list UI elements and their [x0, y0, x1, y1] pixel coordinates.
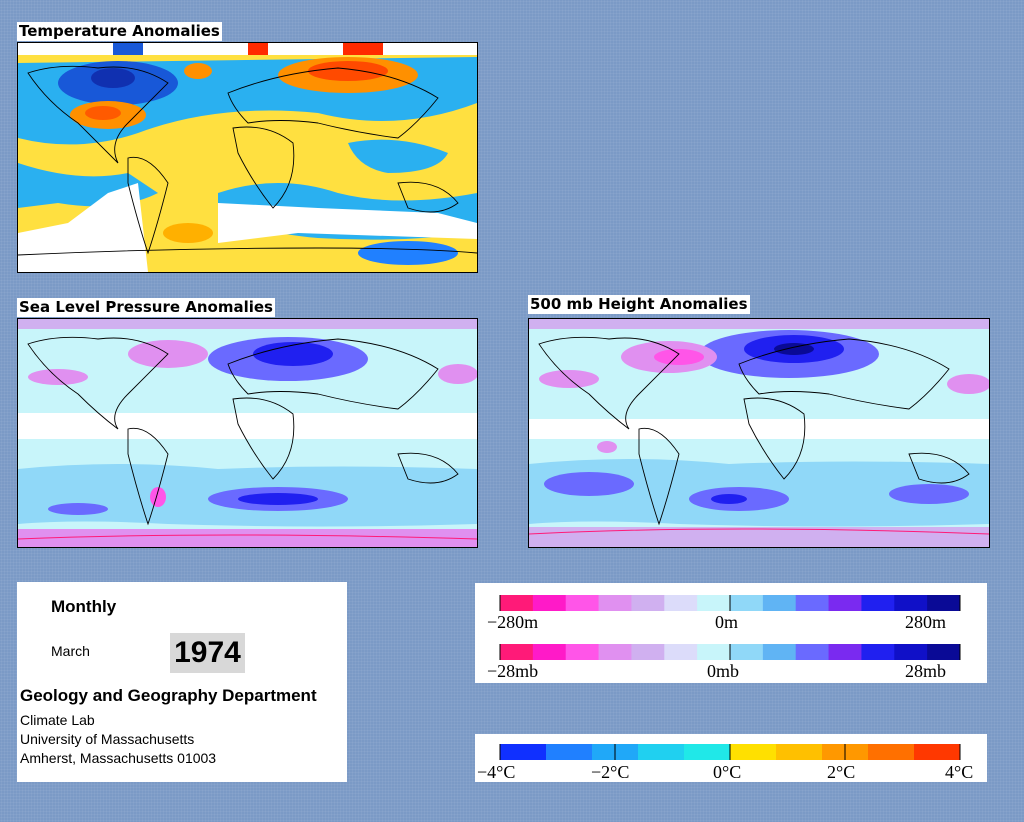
pressure-max-tick: 28mb: [905, 661, 946, 681]
colorbar-swatch: [894, 644, 928, 660]
temperature-anomaly-map: [17, 42, 478, 273]
colorbar-swatch: [795, 644, 830, 660]
slp-panel-title: Sea Level Pressure Anomalies: [17, 298, 275, 317]
colorbar-swatch: [730, 644, 764, 660]
height500-anomaly-map: [528, 318, 990, 548]
colorbar-swatch: [697, 644, 731, 660]
colorbar-swatch: [927, 644, 961, 660]
colorbar-swatch: [894, 595, 928, 611]
height-mid-tick: 0m: [715, 612, 738, 632]
colorbar-swatch: [861, 644, 895, 660]
colorbar-swatch: [730, 744, 777, 760]
colorbar-swatch: [684, 744, 731, 760]
colorbar-swatch: [631, 595, 665, 611]
info-box: Monthly March 1974 Geology and Geography…: [17, 582, 347, 782]
colorbar-swatch: [762, 644, 797, 660]
pressure-min-tick: −28mb: [487, 661, 538, 681]
anomaly-legend: −280m 0m 280m −28mb 0mb 28mb: [475, 583, 987, 683]
colorbar-swatch: [638, 744, 685, 760]
colorbar-swatch: [565, 644, 600, 660]
colorbar-swatch: [861, 595, 895, 611]
year-label: 1974: [170, 633, 245, 673]
height-min-tick: −280m: [487, 612, 538, 632]
height-max-tick: 280m: [905, 612, 946, 632]
period-label: Monthly: [51, 597, 117, 616]
colorbar-swatch: [795, 595, 830, 611]
temp-tick-4: 2°C: [827, 762, 855, 782]
colorbar-swatch: [500, 744, 547, 760]
colorbar-swatch: [664, 595, 698, 611]
university-label: University of Massachusetts: [20, 731, 195, 747]
colorbar-swatch: [598, 644, 632, 660]
colorbar-swatch: [631, 644, 665, 660]
pressure-colorbar: [499, 644, 961, 660]
colorbar-swatch: [532, 644, 567, 660]
slp-anomaly-map: [17, 318, 478, 548]
colorbar-swatch: [828, 644, 862, 660]
colorbar-swatch: [598, 595, 632, 611]
height-colorbar: [499, 595, 961, 611]
colorbar-swatch: [868, 744, 915, 760]
colorbar-swatch: [730, 595, 764, 611]
temperature-legend: −4°C −2°C 0°C 2°C 4°C: [475, 734, 987, 782]
colorbar-swatch: [565, 595, 600, 611]
temp-tick-1: −4°C: [477, 762, 515, 782]
colorbar-swatch: [546, 744, 593, 760]
colorbar-swatch: [697, 595, 731, 611]
colorbar-swatch: [762, 595, 797, 611]
temp-tick-5: 4°C: [945, 762, 973, 782]
temp-tick-3: 0°C: [713, 762, 741, 782]
address-label: Amherst, Massachusetts 01003: [20, 750, 217, 766]
colorbar-swatch: [776, 744, 823, 760]
colorbar-swatch: [828, 595, 862, 611]
pressure-mid-tick: 0mb: [707, 661, 739, 681]
lab-label: Climate Lab: [20, 712, 95, 728]
height500-panel-title: 500 mb Height Anomalies: [528, 295, 750, 314]
temp-tick-2: −2°C: [591, 762, 629, 782]
colorbar-swatch: [500, 595, 534, 611]
department-label: Geology and Geography Department: [20, 686, 317, 705]
colorbar-swatch: [500, 644, 534, 660]
colorbar-swatch: [914, 744, 961, 760]
colorbar-swatch: [532, 595, 567, 611]
colorbar-swatch: [927, 595, 961, 611]
temperature-panel-title: Temperature Anomalies: [17, 22, 222, 41]
month-label: March: [51, 643, 90, 659]
temperature-colorbar: [499, 744, 961, 760]
colorbar-swatch: [664, 644, 698, 660]
